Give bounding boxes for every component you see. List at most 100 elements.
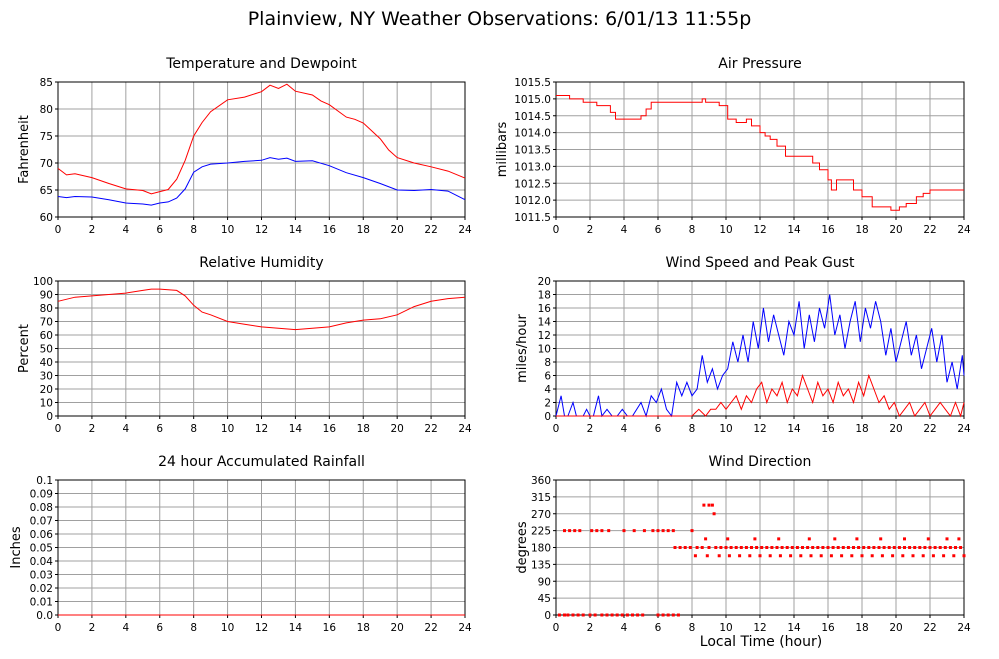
x-tick-label: 2: [587, 423, 594, 435]
x-tick-label: 18: [855, 224, 868, 236]
y-tick-label: 4: [544, 384, 551, 396]
x-tick-label: 10: [221, 224, 234, 236]
x-tick-label: 18: [855, 423, 868, 435]
data-point: [855, 537, 859, 541]
y-tick-label: 0.07: [30, 516, 53, 528]
y-tick-label: 1011.5: [514, 212, 551, 224]
y-tick-label: 12: [538, 330, 551, 342]
y-tick-label: 0.06: [30, 529, 54, 541]
data-point: [573, 529, 577, 533]
data-point: [790, 546, 794, 549]
x-tick-label: 0: [553, 423, 560, 435]
data-point: [739, 546, 743, 549]
data-point: [600, 613, 604, 617]
data-point: [700, 546, 704, 549]
x-tick-label: 16: [821, 622, 835, 634]
data-point: [870, 554, 874, 558]
x-tick-label: 10: [221, 423, 234, 435]
y-tick-label: 30: [40, 371, 53, 383]
data-point: [750, 546, 753, 549]
data-point: [775, 546, 779, 549]
data-point: [755, 546, 759, 549]
x-tick-label: 24: [458, 423, 472, 435]
data-point: [753, 537, 757, 541]
data-point: [867, 546, 871, 549]
data-point: [768, 554, 772, 558]
x-tick-label: 8: [689, 224, 696, 236]
data-point: [656, 529, 660, 533]
data-point: [632, 529, 636, 533]
data-point: [850, 554, 854, 558]
y-tick-label: 6: [544, 371, 551, 383]
x-tick-label: 8: [190, 423, 197, 435]
data-point: [943, 546, 947, 549]
series-line-0: [57, 288, 466, 331]
data-point: [901, 554, 905, 558]
data-point: [642, 529, 646, 533]
y-tick-label: 10: [40, 398, 53, 410]
y-tick-label: 360: [531, 475, 551, 487]
data-point: [688, 546, 692, 549]
y-tick-label: 0.08: [30, 502, 53, 514]
data-point: [712, 512, 716, 516]
data-point: [590, 529, 594, 533]
data-point: [819, 554, 823, 558]
x-tick-label: 2: [89, 622, 96, 634]
data-point: [563, 613, 566, 617]
chart-title: Temperature and Dewpoint: [165, 56, 357, 72]
x-tick-label: 20: [390, 224, 403, 236]
x-tick-label: 0: [55, 622, 62, 634]
data-point: [695, 546, 699, 549]
data-point: [872, 546, 876, 549]
data-point: [676, 613, 680, 617]
data-point: [879, 537, 883, 541]
x-tick-label: 4: [621, 622, 628, 634]
x-tick-label: 6: [156, 622, 163, 634]
y-tick-label: 0.02: [30, 583, 53, 595]
data-point: [887, 546, 891, 549]
data-point: [923, 546, 927, 549]
data-point: [744, 546, 748, 549]
x-tick-label: 14: [787, 423, 801, 435]
data-point: [710, 503, 714, 507]
chart-title: Relative Humidity: [199, 255, 323, 271]
x-tick-label: 14: [289, 423, 303, 435]
data-point: [727, 554, 731, 558]
data-point: [593, 613, 597, 617]
y-axis-label: miles/hour: [515, 313, 530, 382]
data-point: [892, 546, 896, 549]
data-point: [852, 546, 855, 549]
data-point: [928, 546, 932, 549]
data-point: [702, 503, 706, 507]
data-point: [957, 537, 961, 541]
data-point: [656, 613, 660, 617]
y-tick-label: 0.0: [36, 610, 53, 622]
data-point: [557, 613, 561, 617]
x-tick-label: 24: [458, 622, 472, 634]
data-point: [625, 613, 629, 617]
x-tick-label: 0: [553, 622, 560, 634]
data-point: [811, 546, 815, 549]
data-point: [903, 546, 906, 549]
y-tick-label: 180: [531, 543, 551, 555]
y-tick-label: 1012.0: [514, 195, 551, 207]
data-point: [610, 613, 614, 617]
data-point: [661, 613, 665, 617]
chart-title: Wind Speed and Peak Gust: [666, 255, 855, 271]
x-tick-label: 12: [753, 622, 766, 634]
y-tick-label: 1014.5: [514, 111, 551, 123]
data-point: [826, 546, 830, 549]
data-point: [641, 613, 645, 617]
y-tick-label: 1013.5: [514, 145, 551, 157]
data-point: [903, 537, 906, 541]
y-axis-label: Fahrenheit: [17, 115, 32, 184]
data-point: [801, 546, 804, 549]
y-tick-label: 75: [40, 131, 53, 143]
data-point: [620, 613, 624, 617]
data-point: [777, 537, 781, 541]
data-point: [862, 546, 866, 549]
data-point: [911, 554, 915, 558]
data-point: [952, 554, 956, 558]
